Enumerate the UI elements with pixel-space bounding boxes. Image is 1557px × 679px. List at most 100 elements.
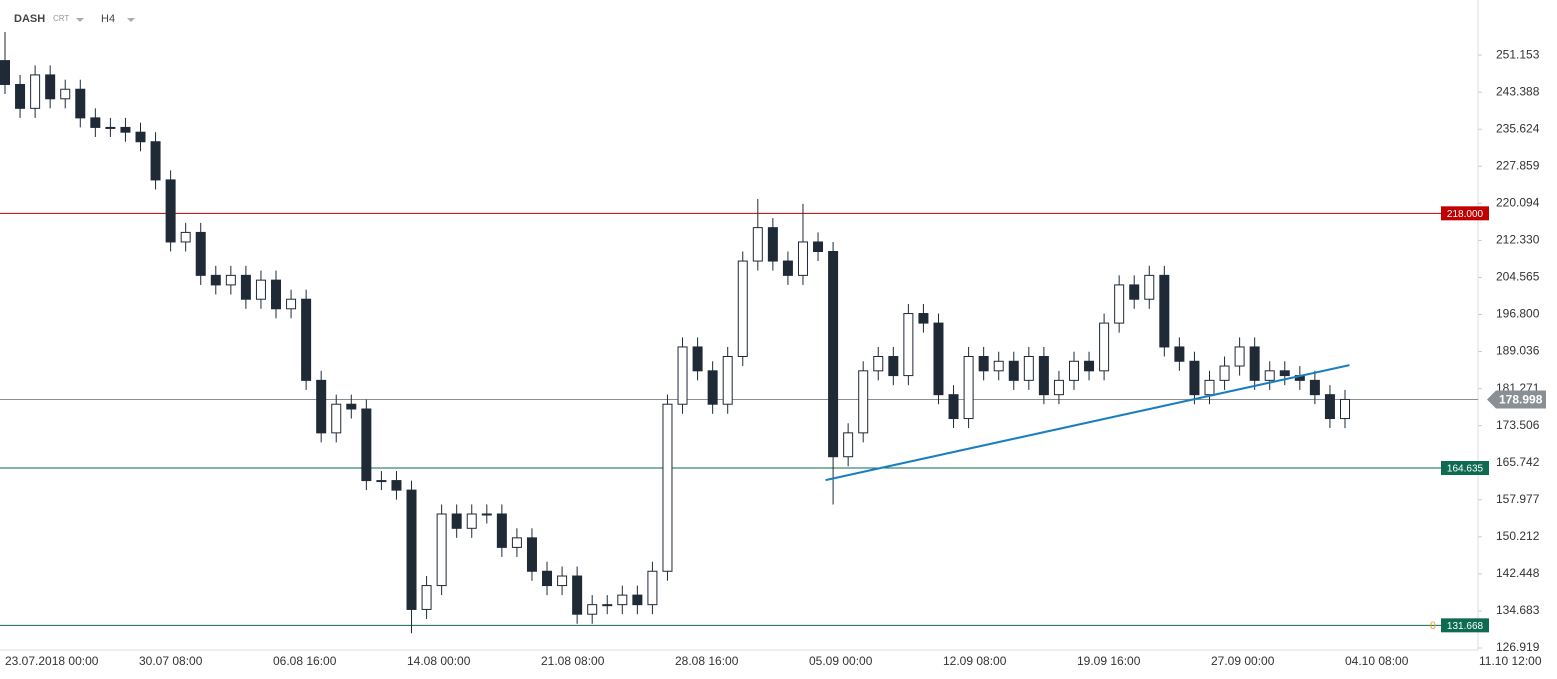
candle-body [75,88,86,119]
candle-body [662,403,673,572]
candle-body [1174,346,1185,362]
candle-body [737,260,748,357]
candle-body [225,274,236,286]
candle-body [647,570,658,606]
y-tick-label: 142.448 [1496,566,1540,580]
candle-body [466,513,477,529]
candle-body [557,575,568,587]
dropdown-icon[interactable] [76,18,84,22]
timeframe[interactable]: H4 [101,13,115,25]
candle-body [1264,370,1275,381]
candle-body [1219,365,1230,381]
candle-body [271,279,282,310]
candle-body [316,379,327,434]
level-label: 164.635 [1447,464,1484,475]
candle-body [767,227,778,262]
candle-body [1309,379,1320,396]
candle-body [722,355,733,405]
dropdown-icon[interactable] [127,18,135,22]
candle-body [1249,346,1260,381]
candle-body [361,408,372,482]
candle-body [240,274,251,300]
candle-body [1023,355,1034,381]
trendline [825,364,1350,482]
x-tick-label: 23.07.2018 00:00 [5,654,99,668]
candle-body [617,594,628,606]
candle-body [391,480,402,491]
candle-body [1084,360,1095,372]
y-tick-label: 173.506 [1496,418,1540,432]
x-tick-label: 12.09 08:00 [943,654,1007,668]
candle-body [1008,360,1019,381]
candle-body [45,74,56,100]
candle-body [843,432,854,458]
last-price-bg [1487,390,1546,409]
candle-body [828,251,839,458]
candle-body [511,537,522,548]
candle-body [1159,274,1170,348]
candle-body [195,231,206,276]
y-tick-label: 126.919 [1496,640,1540,654]
x-tick-label: 30.07 08:00 [139,654,203,668]
x-tick-label: 28.08 16:00 [675,654,739,668]
candle-body [1129,284,1140,300]
candle-body [255,279,266,300]
y-tick-label: 235.624 [1496,121,1540,135]
y-tick-label: 204.565 [1496,270,1540,284]
x-tick-label: 04.10 08:00 [1345,654,1409,668]
y-tick-label: 134.683 [1496,603,1540,617]
candle-body [602,604,613,607]
level-label-bg [1441,461,1489,476]
y-tick-label: 212.330 [1496,233,1540,247]
level-label-bg [1441,206,1489,221]
candle-body [105,126,116,129]
x-tick-label: 11.10 12:00 [1479,654,1542,668]
feed[interactable]: CRT [53,14,69,23]
candle-body [813,241,824,253]
candle-body [1324,394,1335,420]
candle-body [1234,346,1245,367]
candle-body [180,231,191,243]
candle-body [451,513,462,529]
candle-body [1189,360,1200,396]
y-tick-label: 196.800 [1496,307,1540,321]
candle-body [858,370,869,434]
y-tick-label: 227.859 [1496,158,1540,172]
candle-body [165,179,176,243]
candle-body [692,346,703,372]
level-label: 131.668 [1447,621,1484,632]
candle-body [15,83,26,109]
level-label: 218.000 [1447,209,1484,220]
candle-body [1114,284,1125,324]
candle-body [873,355,884,372]
candle-body [526,537,537,572]
y-tick-label: 251.153 [1496,47,1540,61]
y-tick-label: 157.977 [1496,492,1540,506]
x-tick-label: 06.08 16:00 [273,654,337,668]
x-tick-label: 05.09 00:00 [809,654,873,668]
candle-body [572,575,583,615]
y-tick-label: 189.036 [1496,344,1540,358]
candle-body [542,570,553,587]
candle-body [707,370,718,405]
level-note: 0 [1430,620,1436,632]
candle-body [30,74,41,109]
candle-body [120,126,131,133]
symbol[interactable]: DASH [14,13,45,25]
candle-body [632,594,643,606]
candle-body [993,360,1004,372]
last-price-label: 178.998 [1499,393,1543,407]
candle-body [406,489,417,610]
candle-body [587,604,598,615]
candle-body [933,322,944,396]
candle-body [903,313,914,377]
y-tick-label: 165.742 [1496,455,1540,469]
candle-body [1279,370,1290,377]
candle-body [978,355,989,372]
candle-body [150,141,161,181]
candle-body [90,117,101,128]
candle-body [1340,398,1350,420]
y-tick-label: 243.388 [1496,84,1540,98]
candle-body [918,313,929,324]
